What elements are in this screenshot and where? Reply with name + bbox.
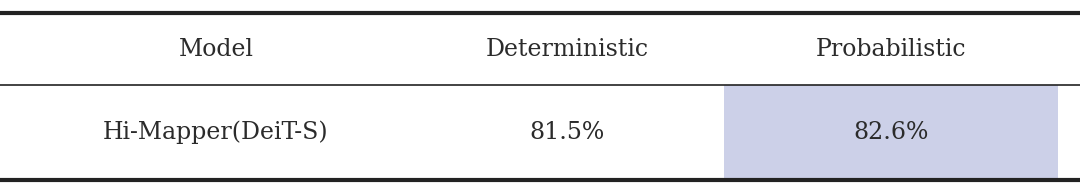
Text: 82.6%: 82.6%: [853, 121, 929, 144]
Text: Hi-Mapper(DeiT-S): Hi-Mapper(DeiT-S): [104, 121, 328, 144]
Text: 81.5%: 81.5%: [529, 121, 605, 144]
Text: Deterministic: Deterministic: [486, 38, 648, 61]
Text: Model: Model: [178, 38, 254, 61]
Text: Probabilistic: Probabilistic: [815, 38, 967, 61]
Bar: [724, 85, 1058, 180]
